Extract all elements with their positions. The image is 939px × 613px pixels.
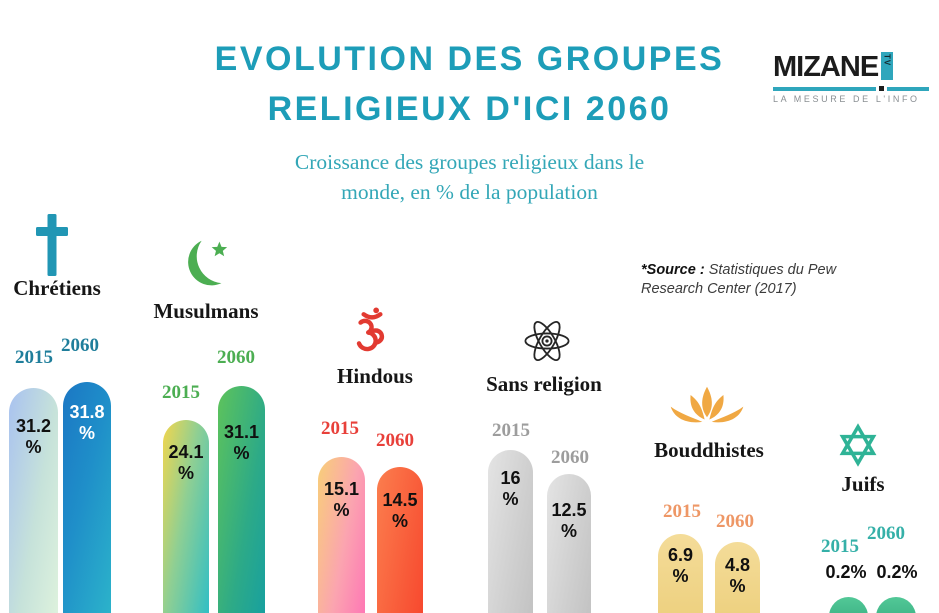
percent-sign: % bbox=[333, 500, 350, 520]
star-of-david-icon bbox=[837, 422, 879, 468]
bar-bouddhistes-2015: 6.9% bbox=[658, 534, 703, 613]
year-label-2015: 2015 bbox=[821, 536, 859, 557]
year-label-2060: 2060 bbox=[217, 347, 255, 368]
logo-divider-dot bbox=[879, 86, 884, 91]
page-title-line2: RELIGIEUX D'ICI 2060 bbox=[267, 90, 672, 128]
group-name-bouddhistes: Bouddhistes bbox=[654, 438, 764, 462]
source-label: *Source : bbox=[641, 262, 705, 278]
percent-sign: % bbox=[391, 511, 408, 531]
bar-chretiens-2060: 31.8% bbox=[63, 382, 111, 613]
page-subtitle: Croissance des groupes religieux dans le… bbox=[0, 147, 939, 207]
bar-hindous-2060: 14.5% bbox=[377, 467, 423, 613]
group-name-sans-religion: Sans religion bbox=[486, 372, 602, 396]
lotus-icon bbox=[666, 384, 748, 434]
mizane-logo: MIZANE TV LA MESURE DE L'INFO bbox=[773, 52, 929, 104]
bar-musulmans-2015: 24.1% bbox=[163, 420, 209, 613]
logo-brand-text: MIZANE bbox=[773, 51, 879, 83]
group-name-musulmans: Musulmans bbox=[153, 299, 259, 323]
logo-divider-bar-left bbox=[773, 86, 876, 91]
percent-sign: % bbox=[502, 489, 519, 509]
group-name-juifs: Juifs bbox=[841, 472, 885, 496]
bar-chretiens-2015: 31.2% bbox=[9, 388, 58, 613]
year-label-2060: 2060 bbox=[376, 430, 414, 451]
logo-divider-bar-right bbox=[887, 86, 929, 91]
percent-sign: % bbox=[560, 521, 577, 541]
percent-sign: % bbox=[25, 437, 42, 457]
year-label-2015: 2015 bbox=[162, 382, 200, 403]
bar-value: 4.8 bbox=[724, 555, 751, 575]
logo-wordmark: MIZANE TV bbox=[773, 52, 929, 82]
year-label-2060: 2060 bbox=[867, 523, 905, 544]
bar-value-juifs-2015: 0.2% bbox=[825, 562, 867, 582]
group-name-hindous: Hindous bbox=[337, 364, 413, 388]
bar-value-juifs-2060: 0.2% bbox=[876, 562, 918, 582]
logo-divider bbox=[773, 86, 929, 91]
year-label-2015: 2015 bbox=[321, 418, 359, 439]
page-title: EVOLUTION DES GROUPES RELIGIEUX D'ICI 20… bbox=[0, 34, 939, 134]
bar-sans-religion-2015: 16% bbox=[488, 450, 533, 613]
year-label-2060: 2060 bbox=[551, 447, 589, 468]
bar-juifs-2060 bbox=[876, 597, 916, 613]
year-label-2015: 2015 bbox=[663, 501, 701, 522]
bar-value: 14.5 bbox=[382, 490, 418, 510]
percent-sign: % bbox=[233, 443, 250, 463]
year-label-2060: 2060 bbox=[61, 335, 99, 356]
bar-hindous-2015: 15.1% bbox=[318, 457, 365, 613]
logo-tagline: LA MESURE DE L'INFO bbox=[773, 94, 920, 104]
bar-value: 6.9 bbox=[667, 545, 694, 565]
year-label-2060: 2060 bbox=[716, 511, 754, 532]
bar-value: 31.1 bbox=[223, 422, 260, 442]
percent-sign: % bbox=[729, 576, 746, 596]
page-title-line1: EVOLUTION DES GROUPES bbox=[214, 40, 725, 78]
page-subtitle-line1: Croissance des groupes religieux dans le bbox=[294, 150, 645, 174]
bar-value: 12.5 bbox=[551, 500, 587, 520]
bar-juifs-2015 bbox=[829, 597, 868, 613]
atom-icon bbox=[520, 314, 574, 368]
source-text: Statistiques du Pew Research Center (201… bbox=[641, 262, 837, 297]
percent-sign: % bbox=[672, 566, 689, 586]
bar-musulmans-2060: 31.1% bbox=[218, 386, 265, 613]
year-label-2015: 2015 bbox=[15, 347, 53, 368]
group-name-chretiens: Chrétiens bbox=[13, 276, 101, 300]
om-icon bbox=[346, 306, 398, 360]
bar-value: 15.1 bbox=[323, 479, 360, 499]
bar-bouddhistes-2060: 4.8% bbox=[715, 542, 760, 613]
christian-cross-icon bbox=[36, 214, 68, 276]
bar-value: 24.1 bbox=[168, 442, 204, 462]
page-subtitle-line2: monde, en % de la population bbox=[341, 180, 598, 204]
crescent-star-icon bbox=[178, 238, 232, 292]
bar-sans-religion-2060: 12.5% bbox=[547, 474, 591, 613]
bar-value: 16 bbox=[500, 468, 521, 488]
source-note: *Source : Statistiques du Pew Research C… bbox=[641, 261, 897, 299]
year-label-2015: 2015 bbox=[492, 420, 530, 441]
logo-tv-badge: TV bbox=[881, 52, 894, 80]
bar-value: 31.8 bbox=[69, 402, 105, 422]
percent-sign: % bbox=[78, 423, 95, 443]
percent-sign: % bbox=[177, 463, 194, 483]
bar-value: 31.2 bbox=[15, 416, 52, 436]
